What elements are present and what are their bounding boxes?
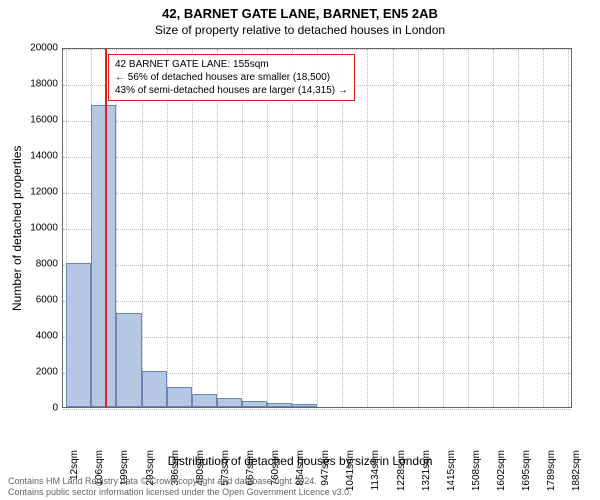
chart-subtitle: Size of property relative to detached ho…	[0, 23, 600, 37]
y-tick-label: 6000	[18, 295, 58, 306]
histogram-bar	[217, 398, 242, 407]
histogram-bar	[267, 403, 292, 408]
y-tick-label: 14000	[18, 151, 58, 162]
footer-line: Contains public sector information licen…	[8, 487, 352, 498]
reference-marker-line	[105, 49, 107, 407]
annotation-line: ← 56% of detached houses are smaller (18…	[115, 71, 348, 84]
y-tick-label: 16000	[18, 115, 58, 126]
y-tick-label: 4000	[18, 331, 58, 342]
y-tick-label: 12000	[18, 187, 58, 198]
footer-attribution: Contains HM Land Registry data © Crown c…	[8, 476, 352, 498]
histogram-bar	[66, 263, 91, 407]
histogram-bar	[242, 401, 267, 407]
annotation-line: 43% of semi-detached houses are larger (…	[115, 84, 348, 97]
footer-line: Contains HM Land Registry data © Crown c…	[8, 476, 352, 487]
y-tick-label: 10000	[18, 223, 58, 234]
histogram-bar	[167, 387, 192, 407]
annotation-line: 42 BARNET GATE LANE: 155sqm	[115, 58, 348, 71]
y-tick-label: 18000	[18, 79, 58, 90]
x-axis-label: Distribution of detached houses by size …	[0, 454, 600, 468]
chart-title: 42, BARNET GATE LANE, BARNET, EN5 2AB	[0, 6, 600, 21]
y-tick-label: 2000	[18, 367, 58, 378]
annotation-box: 42 BARNET GATE LANE: 155sqm ← 56% of det…	[108, 54, 355, 101]
histogram-bar	[142, 371, 167, 407]
chart-title-block: 42, BARNET GATE LANE, BARNET, EN5 2AB Si…	[0, 0, 600, 37]
histogram-bar	[116, 313, 141, 407]
y-tick-label: 0	[18, 403, 58, 414]
y-tick-label: 8000	[18, 259, 58, 270]
histogram-bar	[292, 404, 317, 407]
y-tick-label: 20000	[18, 43, 58, 54]
histogram-bar	[192, 394, 217, 407]
chart-plot-area	[62, 48, 572, 408]
